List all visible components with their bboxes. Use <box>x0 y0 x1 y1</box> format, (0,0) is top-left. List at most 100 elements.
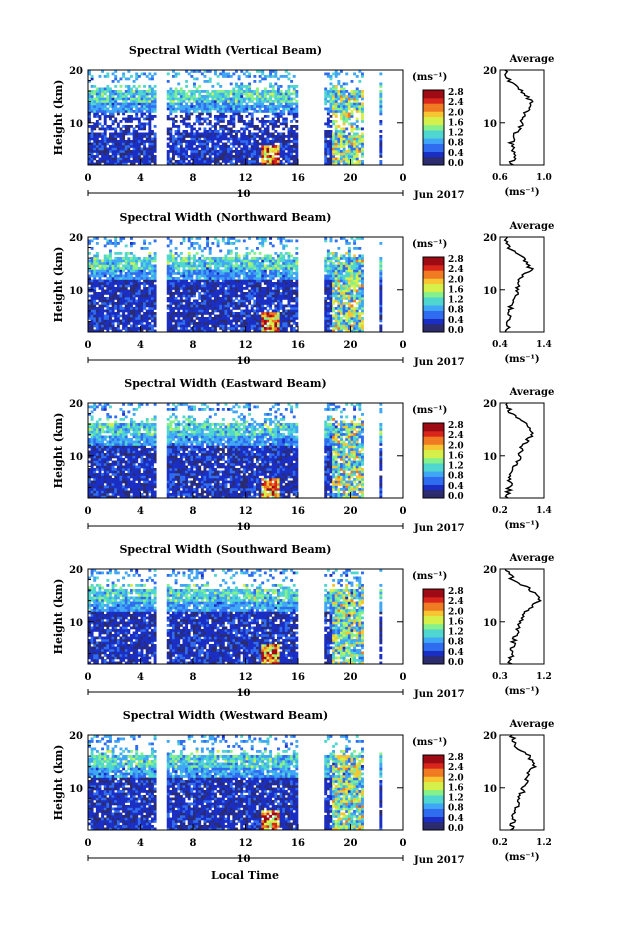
heatmap-cell <box>288 292 291 295</box>
heatmap-cell <box>253 320 256 323</box>
heatmap-cell <box>253 93 256 96</box>
heatmap-cell <box>246 300 249 303</box>
heatmap-cell <box>169 138 172 141</box>
heatmap-cell <box>343 135 346 138</box>
heatmap-cell <box>288 265 291 268</box>
heatmap-cell <box>240 138 243 141</box>
heatmap-cell <box>243 90 246 93</box>
heatmap-cell <box>96 307 99 310</box>
heatmap-cell <box>238 88 241 91</box>
heatmap-cell <box>109 145 112 148</box>
heatmap-cell <box>246 255 249 258</box>
heatmap-cell <box>214 327 217 330</box>
heatmap-cell <box>96 120 99 123</box>
heatmap-cell <box>269 282 272 285</box>
heatmap-cell <box>295 140 298 143</box>
heatmap-cell <box>101 95 104 98</box>
heatmap-cell <box>235 240 238 243</box>
heatmap-cell <box>112 285 115 288</box>
heatmap-cell <box>327 160 330 163</box>
heatmap-cell <box>259 272 262 275</box>
heatmap-cell <box>353 145 356 148</box>
heatmap-cell <box>214 307 217 310</box>
heatmap-cell <box>91 257 94 260</box>
heatmap-cell <box>232 320 235 323</box>
heatmap-cell <box>127 297 130 300</box>
heatmap-cell <box>135 130 138 133</box>
heatmap-cell <box>351 80 354 83</box>
heatmap-cell <box>209 327 212 330</box>
heatmap-cell <box>130 307 133 310</box>
heatmap-cell <box>169 110 172 113</box>
heatmap-cell <box>91 327 94 330</box>
heatmap-cell <box>293 110 296 113</box>
heatmap-cell <box>295 295 298 298</box>
heatmap-cell <box>101 302 104 305</box>
heatmap-cell <box>206 287 209 290</box>
heatmap-cell <box>190 145 193 148</box>
heatmap-cell <box>193 322 196 325</box>
heatmap-cell <box>185 103 188 106</box>
heatmap-cell <box>337 272 340 275</box>
heatmap-cell <box>148 305 151 308</box>
heatmap-cell <box>175 138 178 141</box>
heatmap-cell <box>114 282 117 285</box>
heatmap-cell <box>345 275 348 278</box>
heatmap-cell <box>222 257 225 260</box>
heatmap-cell <box>201 310 204 313</box>
heatmap-cell <box>214 272 217 275</box>
heatmap-cell <box>133 312 136 315</box>
heatmap-cell <box>253 292 256 295</box>
heatmap-cell <box>169 302 172 305</box>
heatmap-cell <box>172 302 175 305</box>
heatmap-cell <box>227 285 230 288</box>
heatmap-cell <box>99 98 102 101</box>
heatmap-cell <box>288 95 291 98</box>
heatmap-cell <box>230 108 233 111</box>
heatmap-cell <box>340 295 343 298</box>
heatmap-cell <box>253 138 256 141</box>
heatmap-cell <box>211 277 214 280</box>
heatmap-cell <box>91 98 94 101</box>
heatmap-cell <box>335 108 338 111</box>
heatmap-cell <box>169 322 172 325</box>
heatmap-cell <box>343 292 346 295</box>
heatmap-cell <box>180 297 183 300</box>
heatmap-cell <box>130 252 133 255</box>
heatmap-cell <box>337 317 340 320</box>
heatmap-cell <box>146 160 149 163</box>
heatmap-cell <box>188 252 191 255</box>
heatmap-cell <box>185 260 188 263</box>
heatmap-cell <box>91 267 94 270</box>
heatmap-cell <box>227 327 230 330</box>
heatmap-cell <box>330 322 333 325</box>
heatmap-cell <box>175 90 178 93</box>
x-tick-label: 0 <box>400 173 407 184</box>
colorbar-tick-label: 2.8 <box>448 88 464 98</box>
heatmap-cell <box>138 148 141 151</box>
heatmap-cell <box>261 138 264 141</box>
heatmap-cell <box>353 73 356 76</box>
heatmap-cell <box>230 150 233 153</box>
heatmap-cell <box>148 265 151 268</box>
heatmap-cell <box>167 128 170 131</box>
heatmap-cell <box>337 98 340 101</box>
heatmap-cell <box>280 315 283 318</box>
heatmap-cell <box>106 265 109 268</box>
heatmap-cell <box>295 138 298 141</box>
heatmap-cell <box>201 305 204 308</box>
heatmap-cell <box>143 282 146 285</box>
heatmap-cell <box>177 255 180 258</box>
heatmap-cell <box>272 128 275 131</box>
heatmap-cell <box>269 285 272 288</box>
heatmap-cell <box>327 322 330 325</box>
heatmap-cell <box>256 322 259 325</box>
heatmap-cell <box>253 270 256 273</box>
heatmap-cell <box>204 120 207 123</box>
heatmap-cell <box>235 143 238 146</box>
heatmap-cell <box>295 322 298 325</box>
heatmap-cell <box>227 257 230 260</box>
heatmap-cell <box>269 270 272 273</box>
heatmap-cell <box>209 123 212 126</box>
heatmap-cell <box>330 140 333 143</box>
